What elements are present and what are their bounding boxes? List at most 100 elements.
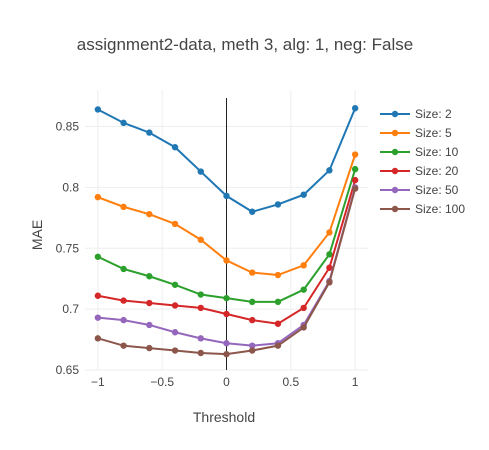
legend-marker <box>391 186 399 194</box>
data-point[interactable] <box>274 298 282 306</box>
series-layer <box>94 105 359 358</box>
data-point[interactable] <box>326 251 333 258</box>
data-point[interactable] <box>146 129 153 136</box>
data-point[interactable] <box>326 167 333 174</box>
data-point[interactable] <box>94 253 102 260</box>
data-point[interactable] <box>197 304 204 312</box>
data-point[interactable] <box>120 119 127 127</box>
data-point[interactable] <box>249 342 256 349</box>
data-point[interactable] <box>94 335 102 342</box>
data-point[interactable] <box>197 349 204 357</box>
data-point[interactable] <box>249 298 256 306</box>
data-point[interactable] <box>146 210 153 218</box>
data-point[interactable] <box>94 106 102 113</box>
x-axis-title: Threshold <box>193 409 255 425</box>
legend-label: Size: 100 <box>415 202 465 216</box>
y-ticks: 0.65 0.7 0.75 0.8 0.85 <box>56 120 80 377</box>
data-point[interactable] <box>351 165 359 173</box>
data-point[interactable] <box>351 151 359 158</box>
data-point[interactable] <box>171 329 179 336</box>
data-point[interactable] <box>351 185 359 192</box>
data-point[interactable] <box>171 302 179 309</box>
data-point[interactable] <box>249 316 256 324</box>
series-1 <box>94 151 359 279</box>
legend-item[interactable]: Size: 10 <box>380 145 459 159</box>
data-point[interactable] <box>223 257 230 264</box>
data-point[interactable] <box>120 265 127 273</box>
data-point[interactable] <box>120 203 127 211</box>
legend-item[interactable]: Size: 50 <box>380 183 459 197</box>
legend[interactable]: Size: 2 Size: 5 Size: 10 Size: 20 Size: 50 Si… <box>380 107 465 216</box>
series-3 <box>94 176 359 327</box>
data-point[interactable] <box>171 281 179 288</box>
y-axis-title: MAE <box>29 220 45 250</box>
legend-label: Size: 5 <box>415 126 452 140</box>
data-point[interactable] <box>120 342 127 349</box>
y-tick-label: 0.85 <box>56 120 80 134</box>
legend-label: Size: 50 <box>415 183 459 197</box>
data-point[interactable] <box>120 316 127 324</box>
x-ticks: −1 −0.5 0 0.5 1 <box>91 375 359 389</box>
chart-title: assignment2-data, meth 3, alg: 1, neg: F… <box>77 35 413 54</box>
data-point[interactable] <box>223 294 230 302</box>
data-point[interactable] <box>171 220 179 228</box>
series-2 <box>94 165 359 306</box>
data-point[interactable] <box>146 273 153 280</box>
data-point[interactable] <box>351 176 359 184</box>
legend-marker <box>391 148 399 156</box>
data-point[interactable] <box>146 344 153 352</box>
data-point[interactable] <box>197 236 204 243</box>
series-5 <box>94 185 359 358</box>
legend-marker <box>391 110 399 118</box>
data-point[interactable] <box>120 297 127 304</box>
data-point[interactable] <box>146 299 153 307</box>
data-point[interactable] <box>249 269 256 276</box>
legend-item[interactable]: Size: 20 <box>380 164 459 178</box>
y-tick-label: 0.7 <box>62 302 79 316</box>
legend-label: Size: 2 <box>415 107 452 121</box>
data-point[interactable] <box>274 342 282 349</box>
data-point[interactable] <box>300 324 307 331</box>
data-point[interactable] <box>326 264 333 271</box>
data-point[interactable] <box>197 335 204 342</box>
data-point[interactable] <box>351 105 359 112</box>
data-point[interactable] <box>274 320 282 327</box>
data-point[interactable] <box>94 314 102 321</box>
x-tick-label: −1 <box>91 375 105 389</box>
data-point[interactable] <box>171 144 179 151</box>
legend-marker <box>391 167 399 175</box>
data-point[interactable] <box>94 193 102 201</box>
data-point[interactable] <box>223 192 230 200</box>
x-tick-label: 0 <box>223 375 230 389</box>
data-point[interactable] <box>223 340 230 347</box>
data-point[interactable] <box>274 201 282 208</box>
data-point[interactable] <box>94 292 102 299</box>
data-point[interactable] <box>326 279 333 286</box>
legend-item[interactable]: Size: 5 <box>380 126 452 140</box>
data-point[interactable] <box>300 286 307 293</box>
data-point[interactable] <box>146 321 153 329</box>
data-point[interactable] <box>300 262 307 269</box>
data-point[interactable] <box>326 229 333 236</box>
legend-label: Size: 10 <box>415 145 459 159</box>
data-point[interactable] <box>197 291 204 298</box>
x-tick-label: −0.5 <box>150 375 174 389</box>
data-point[interactable] <box>223 350 230 358</box>
data-point[interactable] <box>171 347 179 354</box>
data-point[interactable] <box>249 208 256 215</box>
y-tick-label: 0.65 <box>56 363 80 377</box>
legend-item[interactable]: Size: 2 <box>380 107 452 121</box>
data-point[interactable] <box>223 310 230 318</box>
data-point[interactable] <box>197 168 204 175</box>
data-point[interactable] <box>274 271 282 279</box>
y-tick-label: 0.75 <box>56 241 80 255</box>
data-point[interactable] <box>300 304 307 312</box>
data-point[interactable] <box>300 191 307 198</box>
legend-item[interactable]: Size: 100 <box>380 202 465 216</box>
legend-marker <box>391 129 399 137</box>
x-tick-label: 1 <box>352 375 359 389</box>
data-point[interactable] <box>249 347 256 354</box>
legend-label: Size: 20 <box>415 164 459 178</box>
x-tick-label: 0.5 <box>282 375 299 389</box>
